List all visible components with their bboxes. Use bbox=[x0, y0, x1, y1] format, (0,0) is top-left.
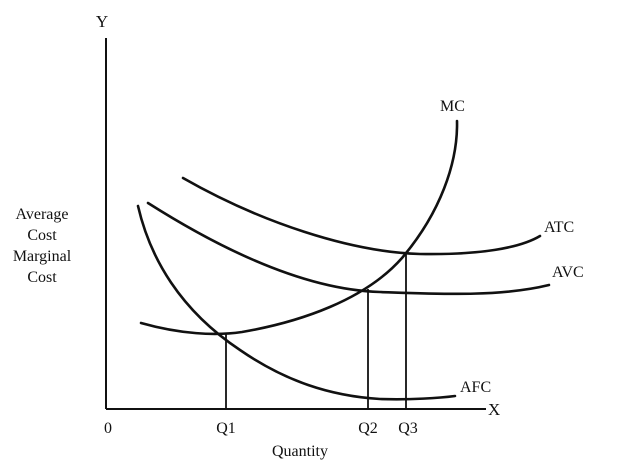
y-axis-title-line-3: Marginal bbox=[13, 248, 72, 265]
y-axis-title-line-2: Cost bbox=[27, 227, 57, 244]
q2-label: Q2 bbox=[358, 420, 378, 437]
mc-curve bbox=[139, 119, 459, 336]
y-axis-letter: Y bbox=[96, 12, 108, 31]
q3-label: Q3 bbox=[398, 420, 418, 437]
atc-label: ATC bbox=[544, 219, 574, 236]
origin-label: 0 bbox=[104, 420, 112, 437]
afc-curve bbox=[136, 204, 457, 401]
mc-label: MC bbox=[440, 98, 465, 115]
afc-label: AFC bbox=[460, 379, 491, 396]
y-axis-title-line-1: Average bbox=[16, 206, 69, 223]
y-axis-title: Average Cost Marginal Cost bbox=[13, 206, 72, 286]
q1-label: Q1 bbox=[216, 420, 236, 437]
avc-label: AVC bbox=[552, 264, 584, 281]
atc-curve bbox=[181, 176, 542, 256]
y-axis-title-line-4: Cost bbox=[27, 269, 57, 286]
x-axis-letter: X bbox=[488, 400, 500, 419]
x-axis-title: Quantity bbox=[272, 443, 328, 460]
avc-curve bbox=[146, 201, 551, 296]
